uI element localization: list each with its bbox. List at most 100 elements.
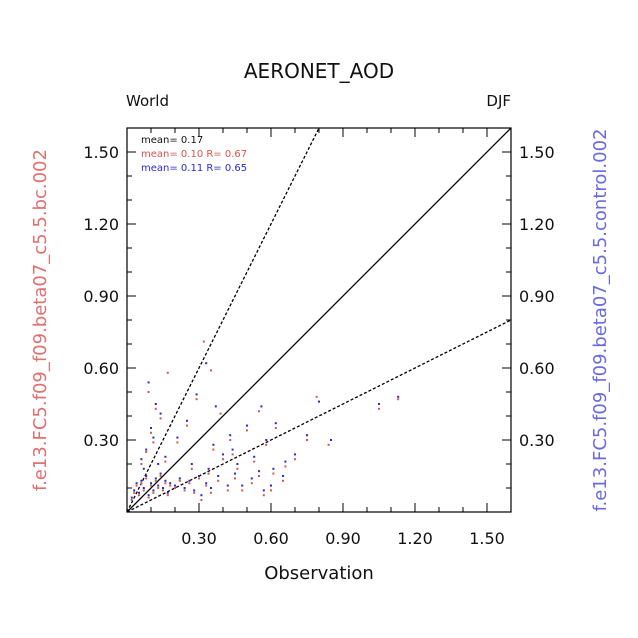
reference-line-1-2 (127, 319, 511, 512)
data-point-exp (130, 499, 133, 501)
data-point-exp (236, 467, 239, 470)
data-point-exp (210, 369, 212, 372)
data-point-exp (231, 453, 234, 456)
data-point-ctl (214, 405, 217, 408)
data-point-exp (198, 477, 200, 480)
data-point-ctl (236, 463, 239, 465)
data-point-exp (272, 472, 275, 475)
data-point-ctl (198, 475, 200, 477)
chart-title: AERONET_AOD (244, 59, 394, 83)
data-point-exp (282, 479, 284, 482)
data-point-exp (152, 491, 155, 494)
data-point-ctl (231, 448, 234, 451)
data-point-exp (164, 460, 167, 463)
data-point-exp (135, 484, 138, 487)
data-point-exp (234, 477, 236, 480)
data-point-ctl (250, 477, 253, 480)
data-point-exp (150, 484, 152, 487)
data-point-exp (140, 482, 143, 485)
data-point-exp (212, 448, 215, 451)
data-point-exp (200, 499, 203, 501)
reference-line-2-1 (127, 128, 320, 512)
data-point-exp (145, 451, 148, 453)
data-point-exp (284, 465, 287, 468)
data-point-ctl (222, 453, 224, 456)
data-point-exp (397, 398, 400, 401)
data-point-exp (154, 479, 157, 482)
data-point-exp (226, 489, 229, 492)
data-point-ctl (306, 434, 308, 437)
data-point-exp (188, 482, 191, 485)
data-point-ctl (265, 439, 268, 441)
data-point-ctl (205, 362, 208, 365)
data-point-ctl (140, 458, 143, 461)
data-point-exp (193, 491, 196, 494)
data-point-ctl (138, 491, 140, 494)
data-point-ctl (318, 400, 320, 403)
data-point-exp (166, 371, 169, 374)
data-point-exp (166, 494, 169, 497)
data-point-exp (258, 475, 260, 477)
data-point-ctl (188, 479, 191, 482)
obs-mean-annotation: mean= 0.17 (141, 135, 203, 146)
data-point-ctl (157, 463, 160, 465)
data-point-exp (315, 395, 318, 398)
data-point-ctl (133, 489, 136, 492)
plot-layer: 0.30 0.30 0.30 0.60 0.60 0.60 0.90 0.90 0.90 1.20… (83, 128, 555, 548)
data-point-exp (162, 489, 164, 492)
data-point-exp (195, 398, 198, 401)
data-point-ctl (174, 484, 176, 487)
y-axis-label-left: f.e13.FC5.f09_f09.beta07_c5.5.bc.002 (30, 149, 51, 491)
data-point-exp (154, 407, 157, 410)
data-point-exp (157, 487, 160, 489)
data-point-ctl (176, 436, 179, 439)
data-point-ctl (234, 472, 236, 475)
data-point-exp (174, 487, 176, 489)
y-tick-label-left: 0.30 (83, 431, 119, 450)
data-point-exp (147, 496, 150, 499)
data-point-exp (378, 407, 380, 410)
data-point-ctl (397, 395, 400, 398)
data-point-exp (169, 484, 172, 487)
data-point-ctl (260, 405, 263, 408)
x-tick-label: 0.90 (325, 529, 361, 548)
data-point-exp (294, 458, 296, 461)
region-label: World (126, 92, 169, 110)
data-point-exp (142, 489, 145, 492)
season-label: DJF (486, 92, 511, 110)
data-point-exp (176, 441, 179, 444)
y-tick-label-left: 1.20 (83, 215, 119, 234)
data-point-exp (145, 477, 148, 480)
data-point-ctl (200, 494, 203, 497)
data-point-ctl (157, 484, 160, 487)
data-point-ctl (169, 482, 172, 485)
data-point-ctl (229, 434, 232, 437)
data-point-ctl (205, 482, 208, 485)
data-point-ctl (274, 422, 277, 425)
data-point-exp (202, 340, 205, 343)
data-point-ctl (159, 412, 162, 415)
data-point-exp (241, 489, 244, 492)
data-point-exp (250, 482, 253, 485)
data-point-ctl (378, 403, 380, 405)
data-point-ctl (164, 455, 167, 458)
data-point-ctl (162, 487, 164, 489)
plot-frame (126, 127, 512, 513)
data-point-ctl (193, 489, 196, 492)
x-tick-label: 0.60 (253, 529, 289, 548)
data-point-ctl (142, 487, 145, 489)
x-tick-label: 1.50 (469, 529, 505, 548)
y-tick-label-right: 0.60 (519, 359, 555, 378)
data-point-ctl (142, 467, 145, 470)
data-point-ctl (135, 482, 138, 485)
data-point-exp (246, 429, 248, 432)
y-tick-label-left: 0.90 (83, 287, 119, 306)
data-point-ctl (246, 424, 248, 427)
data-point-exp (183, 489, 186, 492)
data-point-exp (270, 489, 272, 492)
data-point-exp (217, 479, 220, 482)
data-point-exp (219, 412, 222, 415)
data-point-exp (327, 443, 330, 446)
